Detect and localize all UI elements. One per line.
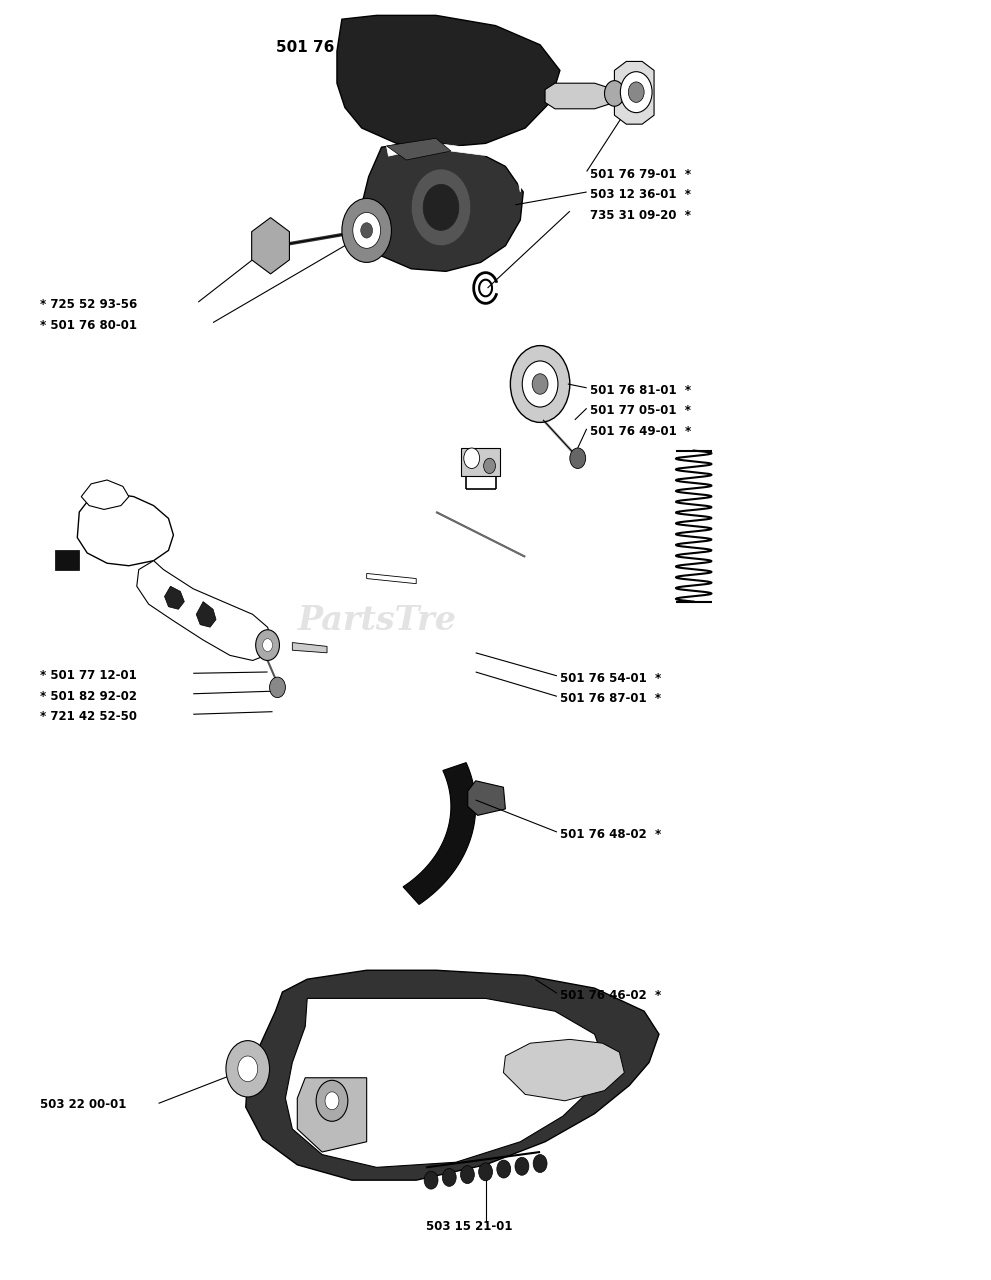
Circle shape — [461, 1166, 475, 1184]
Circle shape — [628, 82, 644, 102]
Circle shape — [361, 223, 373, 238]
Text: * 725 52 93-56: * 725 52 93-56 — [40, 298, 137, 311]
Circle shape — [496, 1160, 510, 1178]
Text: 503 22 00-01: 503 22 00-01 — [40, 1098, 126, 1111]
Circle shape — [510, 346, 570, 422]
Polygon shape — [292, 643, 327, 653]
Circle shape — [533, 1155, 547, 1172]
Text: 501 76 81-01  *: 501 76 81-01 * — [590, 384, 691, 397]
Text: 501 76 46-02  *: 501 76 46-02 * — [560, 989, 661, 1002]
Polygon shape — [461, 448, 500, 476]
Text: 501 76 48-02  *: 501 76 48-02 * — [560, 828, 661, 841]
Polygon shape — [386, 143, 525, 192]
Circle shape — [263, 639, 273, 652]
Text: 501 76 54-01  *: 501 76 54-01 * — [560, 672, 661, 685]
Circle shape — [570, 448, 586, 468]
Polygon shape — [614, 61, 654, 124]
Text: 501 76 87-01  *: 501 76 87-01 * — [560, 692, 661, 705]
Text: * 501 82 92-02: * 501 82 92-02 — [40, 690, 137, 703]
Circle shape — [226, 1041, 270, 1097]
Text: 501 76 49-01  *: 501 76 49-01 * — [590, 425, 691, 438]
Circle shape — [464, 448, 480, 468]
Circle shape — [238, 1056, 258, 1082]
Text: 503 15 21-01: 503 15 21-01 — [426, 1220, 512, 1233]
Circle shape — [316, 1080, 348, 1121]
Circle shape — [424, 1171, 438, 1189]
Polygon shape — [468, 781, 505, 815]
Polygon shape — [362, 143, 523, 271]
Polygon shape — [77, 493, 173, 566]
Circle shape — [353, 212, 381, 248]
Text: PartsTre: PartsTre — [297, 604, 456, 637]
Text: ™: ™ — [674, 598, 689, 613]
Circle shape — [605, 81, 624, 106]
Circle shape — [411, 169, 471, 246]
Polygon shape — [545, 83, 614, 109]
Circle shape — [479, 1164, 493, 1180]
Text: * 721 42 52-50: * 721 42 52-50 — [40, 710, 137, 723]
Polygon shape — [297, 1078, 367, 1152]
Circle shape — [325, 1092, 339, 1110]
Text: 501 76 12-03: 501 76 12-03 — [275, 40, 388, 55]
Text: 735 31 09-20  *: 735 31 09-20 * — [590, 209, 691, 221]
Circle shape — [423, 184, 459, 230]
Polygon shape — [55, 550, 79, 570]
Circle shape — [532, 374, 548, 394]
Text: * 501 77 12-01: * 501 77 12-01 — [40, 669, 137, 682]
Text: 503 12 36-01  *: 503 12 36-01 * — [590, 188, 691, 201]
Text: 501 77 05-01  *: 501 77 05-01 * — [590, 404, 691, 417]
Polygon shape — [252, 218, 289, 274]
Text: * 501 76 80-01: * 501 76 80-01 — [40, 319, 137, 332]
Polygon shape — [165, 586, 184, 609]
Text: 501 76 79-01  *: 501 76 79-01 * — [590, 168, 691, 180]
Circle shape — [442, 1169, 456, 1187]
Polygon shape — [337, 15, 560, 147]
Circle shape — [270, 677, 285, 698]
Polygon shape — [386, 138, 451, 160]
Polygon shape — [81, 480, 129, 509]
Polygon shape — [403, 763, 476, 905]
Polygon shape — [246, 970, 659, 1180]
Circle shape — [515, 1157, 529, 1175]
Circle shape — [522, 361, 558, 407]
Polygon shape — [367, 573, 416, 584]
Polygon shape — [503, 1039, 624, 1101]
Polygon shape — [285, 998, 605, 1167]
Polygon shape — [196, 602, 216, 627]
Circle shape — [620, 72, 652, 113]
Circle shape — [256, 630, 279, 660]
Polygon shape — [137, 561, 273, 660]
Circle shape — [484, 458, 496, 474]
Circle shape — [342, 198, 391, 262]
